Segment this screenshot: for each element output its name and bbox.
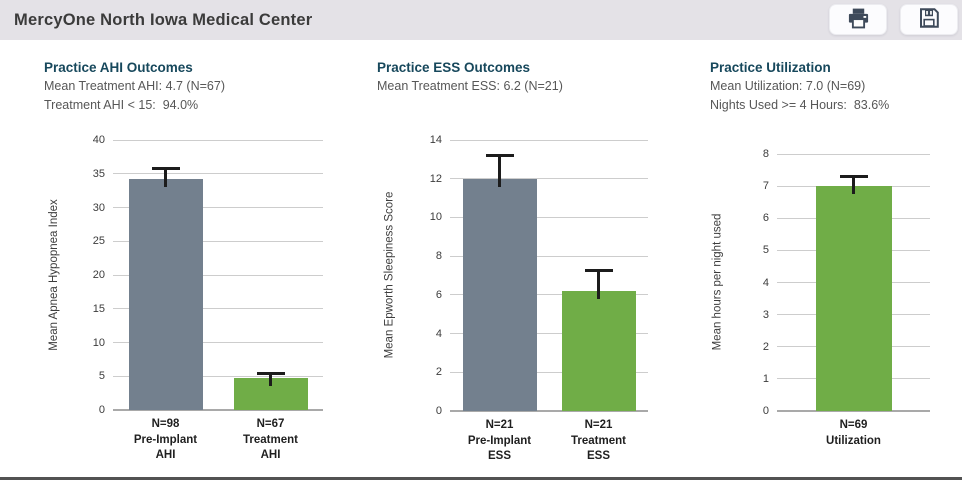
gridline (450, 178, 648, 180)
panel-subtitle: Treatment AHI < 15: 94.0% (44, 98, 199, 112)
error-bar-cap (485, 154, 514, 158)
x-axis-labels: N=98 Pre-Implant AHI N=67 Treatment AHI (113, 417, 323, 464)
gridline (450, 371, 648, 373)
y-tick-label: 0 (435, 405, 442, 417)
save-button[interactable] (900, 4, 958, 35)
panel-subtitle: Nights Used >= 4 Hours: 83.6% (710, 98, 890, 112)
gridline (777, 153, 930, 155)
error-bar-stem (852, 178, 855, 195)
x-category-label: N=21 Treatment ESS (571, 419, 626, 462)
gridline (113, 207, 323, 208)
gridline (113, 173, 323, 175)
printer-icon (846, 6, 871, 34)
y-tick-label: 10 (429, 211, 442, 224)
gridline (113, 375, 323, 377)
y-tick-label: 6 (762, 212, 769, 225)
y-tick-label: 35 (92, 167, 105, 180)
gridline (450, 410, 648, 412)
print-button[interactable] (829, 4, 887, 35)
gridline (450, 294, 648, 296)
panel-subtitle: Mean Utilization: 7.0 (N=69) (710, 79, 866, 93)
gridline (450, 216, 648, 218)
y-tick-label: 0 (762, 405, 769, 417)
x-axis-labels: N=69 Utilization (777, 418, 930, 449)
bar (462, 178, 537, 411)
x-category-label: N=21 Pre-Implant ESS (467, 419, 532, 462)
gridline (450, 333, 648, 335)
y-tick-label: 0 (98, 404, 105, 416)
x-category-label: N=98 Pre-Implant AHI (133, 418, 198, 461)
y-tick-label: 4 (435, 327, 442, 340)
chart-ess-outcomes: 0 2 4 6 8 10 12 14 N=21 Pre-Implant ESS N=21 Treatme… (430, 134, 648, 462)
gridline (777, 410, 930, 412)
panel-title-ess: Practice ESS Outcomes (377, 60, 531, 75)
error-bar-cap (584, 268, 613, 272)
x-axis-labels: N=21 Pre-Implant ESS N=21 Treatment ESS (450, 418, 648, 465)
y-tick-label: 15 (92, 302, 105, 315)
bar-row (450, 140, 648, 411)
gridline (450, 139, 648, 141)
page-title: MercyOne North Iowa Medical Center (14, 10, 313, 29)
y-axis-label-ess: Mean Epworth Sleepiness Score (383, 191, 396, 359)
x-category-label: N=69 Utilization (826, 419, 881, 447)
panel-title-ahi: Practice AHI Outcomes (44, 60, 193, 75)
y-tick-label: 3 (762, 308, 769, 321)
panel-title-utilization: Practice Utilization (710, 60, 831, 75)
gridline (113, 409, 323, 411)
bar (815, 186, 892, 411)
error-bar-stem (269, 374, 272, 387)
y-tick-label: 5 (762, 244, 769, 257)
gridline (113, 274, 323, 276)
window-bottom-edge (0, 477, 962, 480)
y-tick-label: 20 (92, 269, 105, 281)
panel-subtitle: Mean Treatment ESS: 6.2 (N=21) (377, 79, 563, 93)
bar-cell (113, 140, 218, 410)
y-tick-label: 14 (429, 134, 442, 146)
chart-utilization: 0 1 2 3 4 5 6 7 8 N=69 Utilization (763, 148, 930, 447)
y-tick-label: 40 (92, 134, 105, 146)
save-floppy-icon (917, 6, 941, 33)
bar-row (777, 154, 930, 411)
bar-cell (549, 140, 648, 411)
y-tick-label: 2 (762, 340, 769, 353)
error-bar-cap (256, 371, 285, 375)
y-tick-label: 6 (435, 288, 442, 301)
bar (561, 291, 636, 411)
error-bar-stem (597, 271, 600, 299)
header-bar: MercyOne North Iowa Medical Center (0, 0, 962, 40)
bar-cell (777, 154, 930, 411)
panel-subtitle: Mean Treatment AHI: 4.7 (N=67) (44, 79, 225, 93)
x-category-label: N=67 Treatment AHI (243, 418, 298, 461)
error-bar-stem (164, 169, 167, 188)
gridline (113, 240, 323, 242)
bar-row (113, 140, 323, 410)
error-bar-cap (151, 166, 180, 170)
bar (128, 179, 203, 410)
gridline (450, 255, 648, 257)
y-tick-label: 25 (92, 235, 105, 248)
y-axis-label-utilization: Mean hours per night used (711, 213, 724, 351)
bar-cell (218, 140, 323, 410)
y-tick-label: 10 (92, 336, 105, 349)
gridline (113, 308, 323, 310)
y-tick-label: 4 (762, 276, 769, 289)
gridline (113, 342, 323, 343)
gridline (113, 139, 323, 141)
bar-cell (450, 140, 549, 411)
error-bar-cap (839, 175, 868, 179)
y-tick-label: 12 (429, 172, 442, 185)
chart-ahi-outcomes: 0 5 10 15 20 25 30 35 40 N=98 Pre-Implant AHI N=67 Tr… (93, 134, 323, 461)
y-tick-label: 30 (92, 201, 105, 214)
y-tick-label: 5 (98, 370, 105, 383)
y-axis-label-ahi: Mean Apnea Hypopnea Index (48, 199, 60, 351)
y-tick-label: 8 (762, 148, 769, 160)
y-tick-label: 2 (435, 366, 442, 379)
y-tick-label: 8 (435, 250, 442, 263)
error-bar-stem (498, 157, 501, 187)
y-tick-label: 1 (762, 372, 769, 385)
y-tick-label: 7 (762, 180, 769, 193)
